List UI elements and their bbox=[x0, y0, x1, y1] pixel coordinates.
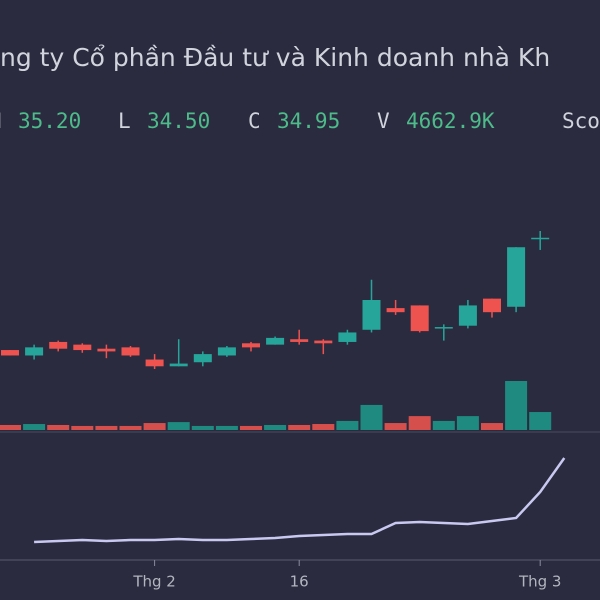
candle-body bbox=[1, 350, 19, 356]
candle-body bbox=[217, 347, 236, 356]
legend-label: H bbox=[0, 109, 2, 133]
candle-body bbox=[121, 347, 140, 356]
legend-value: 34.95 bbox=[277, 109, 340, 133]
candle-body bbox=[193, 354, 212, 363]
candle-body bbox=[242, 343, 260, 348]
candle-body bbox=[483, 298, 501, 313]
volume-bar bbox=[529, 412, 552, 430]
candle-body bbox=[314, 340, 333, 344]
candle-body bbox=[410, 305, 429, 332]
volume-bar bbox=[47, 424, 70, 430]
chart-title: ng ty Cổ phần Đầu tư và Kinh doanh nhà K… bbox=[0, 43, 550, 72]
candle-body bbox=[97, 348, 116, 352]
volume-bar bbox=[95, 425, 118, 430]
volume-bar bbox=[432, 420, 455, 430]
x-tick-label: 16 bbox=[290, 573, 309, 591]
candle-body bbox=[531, 237, 550, 240]
volume-bar bbox=[456, 416, 479, 430]
legend-label: L bbox=[118, 109, 131, 133]
candle-body bbox=[338, 332, 357, 342]
volume-bar bbox=[0, 424, 21, 430]
volume-bar bbox=[191, 425, 214, 430]
legend-value: 34.50 bbox=[147, 109, 210, 133]
indicator-line bbox=[34, 457, 566, 544]
candle-body bbox=[458, 305, 477, 326]
volume-bar bbox=[71, 425, 94, 430]
volume-bar bbox=[360, 404, 383, 430]
candle-body bbox=[25, 347, 44, 356]
x-tick-label: Thg 2 bbox=[132, 573, 176, 591]
volume-bar bbox=[312, 424, 335, 430]
legend-label: V bbox=[377, 109, 390, 133]
legend-value: 4662.9K bbox=[406, 109, 495, 133]
volume-bar bbox=[264, 424, 287, 430]
candle-body bbox=[169, 363, 188, 367]
volume-bar bbox=[288, 424, 311, 430]
candle-body bbox=[434, 327, 453, 329]
volume-bar bbox=[408, 416, 431, 430]
candle-body bbox=[386, 308, 405, 313]
volume-bar bbox=[240, 425, 262, 430]
candle-body bbox=[73, 344, 92, 351]
volume-bar bbox=[336, 420, 359, 430]
legend-label: C bbox=[248, 109, 261, 133]
volume-bar bbox=[215, 425, 238, 430]
volume-bar bbox=[384, 423, 407, 430]
candle-body bbox=[290, 339, 309, 342]
candle-body bbox=[507, 247, 526, 307]
candle-body bbox=[362, 300, 381, 330]
legend-value: 35.20 bbox=[18, 109, 81, 133]
volume-bar bbox=[481, 423, 503, 430]
volume-bar bbox=[23, 424, 46, 430]
volume-bar bbox=[505, 381, 528, 430]
x-tick-label: Thg 3 bbox=[518, 573, 562, 591]
volume-bar bbox=[167, 422, 190, 430]
candle-body bbox=[266, 337, 285, 345]
volume-bar bbox=[143, 423, 166, 430]
candle-body bbox=[145, 359, 164, 367]
candle-body bbox=[49, 341, 68, 349]
volume-bar bbox=[119, 425, 142, 430]
legend-label: Sco bbox=[562, 109, 600, 133]
